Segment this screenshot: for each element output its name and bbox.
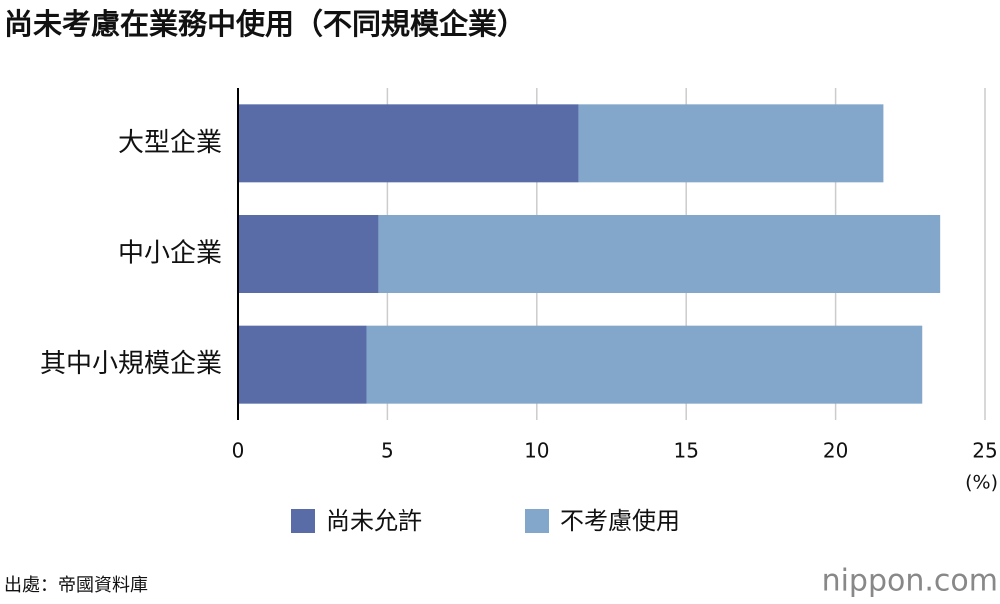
bar-segment <box>578 104 884 183</box>
source: 出處：帝國資料庫 <box>4 575 148 596</box>
x-tick-label: 10 <box>524 439 549 463</box>
chart-title: 尚未考慮在業務中使用（不同規模企業） <box>4 7 526 41</box>
y-tick-label: 其中小規模企業 <box>40 349 222 379</box>
x-tick-label: 20 <box>823 439 848 463</box>
bar-segment <box>238 325 367 404</box>
y-tick-label: 中小企業 <box>118 239 222 269</box>
bar-segment <box>238 215 379 293</box>
x-unit: (%) <box>965 472 998 494</box>
bar-segment <box>366 325 923 404</box>
legend-swatch <box>525 509 549 533</box>
x-tick-label: 15 <box>673 439 698 463</box>
logo: nippon.com <box>822 564 998 599</box>
bar-segment <box>238 104 579 183</box>
x-tick-label: 5 <box>381 439 394 463</box>
x-tick-label: 0 <box>232 439 245 463</box>
legend-label: 不考慮使用 <box>560 507 680 535</box>
legend-label: 尚未允許 <box>326 507 422 535</box>
legend-swatch <box>291 509 315 533</box>
x-tick-label: 25 <box>972 439 997 463</box>
bar-segment <box>378 215 941 293</box>
y-tick-label: 大型企業 <box>118 128 222 158</box>
